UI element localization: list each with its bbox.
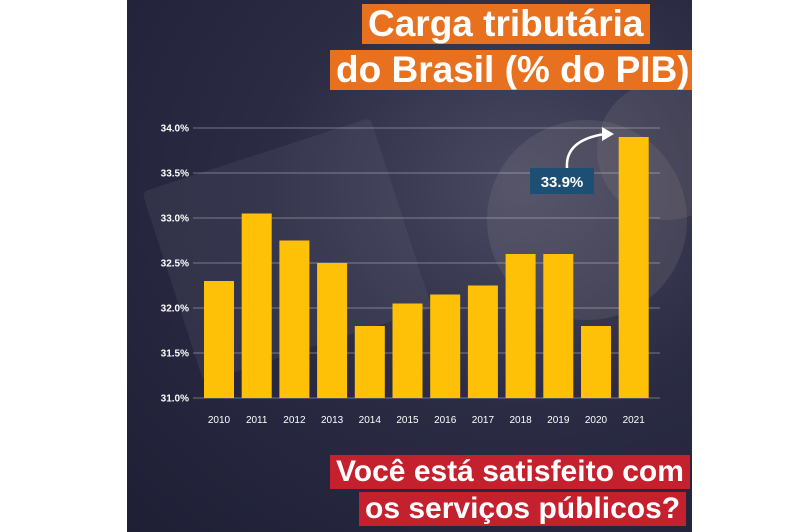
x-tick-label: 2012	[283, 415, 306, 426]
y-tick-label: 31.5%	[161, 349, 189, 360]
x-tick-label: 2013	[321, 415, 344, 426]
bar-2021	[618, 137, 649, 398]
bar-2013	[317, 263, 348, 398]
x-tick-label: 2014	[359, 415, 382, 426]
x-tick-label: 2021	[623, 415, 646, 426]
bar-2015	[392, 303, 423, 398]
bar-2016	[430, 294, 461, 398]
x-tick-label: 2015	[396, 415, 419, 426]
callout-arrowhead	[602, 127, 614, 141]
y-tick-label: 32.0%	[161, 304, 189, 315]
question-line-1: Você está satisfeito com	[330, 455, 690, 489]
bar-2018	[505, 254, 536, 398]
y-tick-label: 32.5%	[161, 259, 189, 270]
x-tick-label: 2020	[585, 415, 608, 426]
chart-title-line-2: do Brasil (% do PIB):	[330, 50, 692, 90]
bar-2010	[204, 281, 234, 398]
callout-box	[530, 168, 594, 194]
bar-2014	[354, 326, 385, 398]
bar-2019	[543, 254, 574, 398]
bar-2011	[241, 213, 272, 398]
callout-arrow	[565, 132, 606, 169]
callout-label: 33.9%	[541, 174, 584, 191]
x-tick-label: 2018	[509, 415, 532, 426]
bar-2012	[279, 240, 310, 398]
x-tick-label: 2016	[434, 415, 457, 426]
y-tick-label: 34.0%	[161, 124, 189, 135]
bar-2017	[467, 285, 498, 398]
x-tick-label: 2017	[472, 415, 495, 426]
annotation-callout: 33.9%	[530, 127, 614, 194]
x-tick-label: 2011	[246, 415, 268, 426]
question-line-2: os serviços públicos?	[359, 492, 687, 526]
bar-2020	[581, 326, 611, 398]
y-tick-label: 31.0%	[161, 394, 189, 405]
x-tick-label: 2019	[547, 415, 570, 426]
y-tick-label: 33.0%	[161, 214, 189, 225]
y-tick-label: 33.5%	[161, 169, 189, 180]
bar-chart: 31.0% 31.5% 32.0% 32.5% 33.0% 33.5% 34.0% 2010…	[161, 124, 660, 426]
chart-title-line-1: Carga tributária	[362, 4, 650, 44]
x-tick-label: 2010	[208, 415, 231, 426]
infographic-card: 31.0% 31.5% 32.0% 32.5% 33.0% 33.5% 34.0% 2010…	[127, 0, 692, 532]
